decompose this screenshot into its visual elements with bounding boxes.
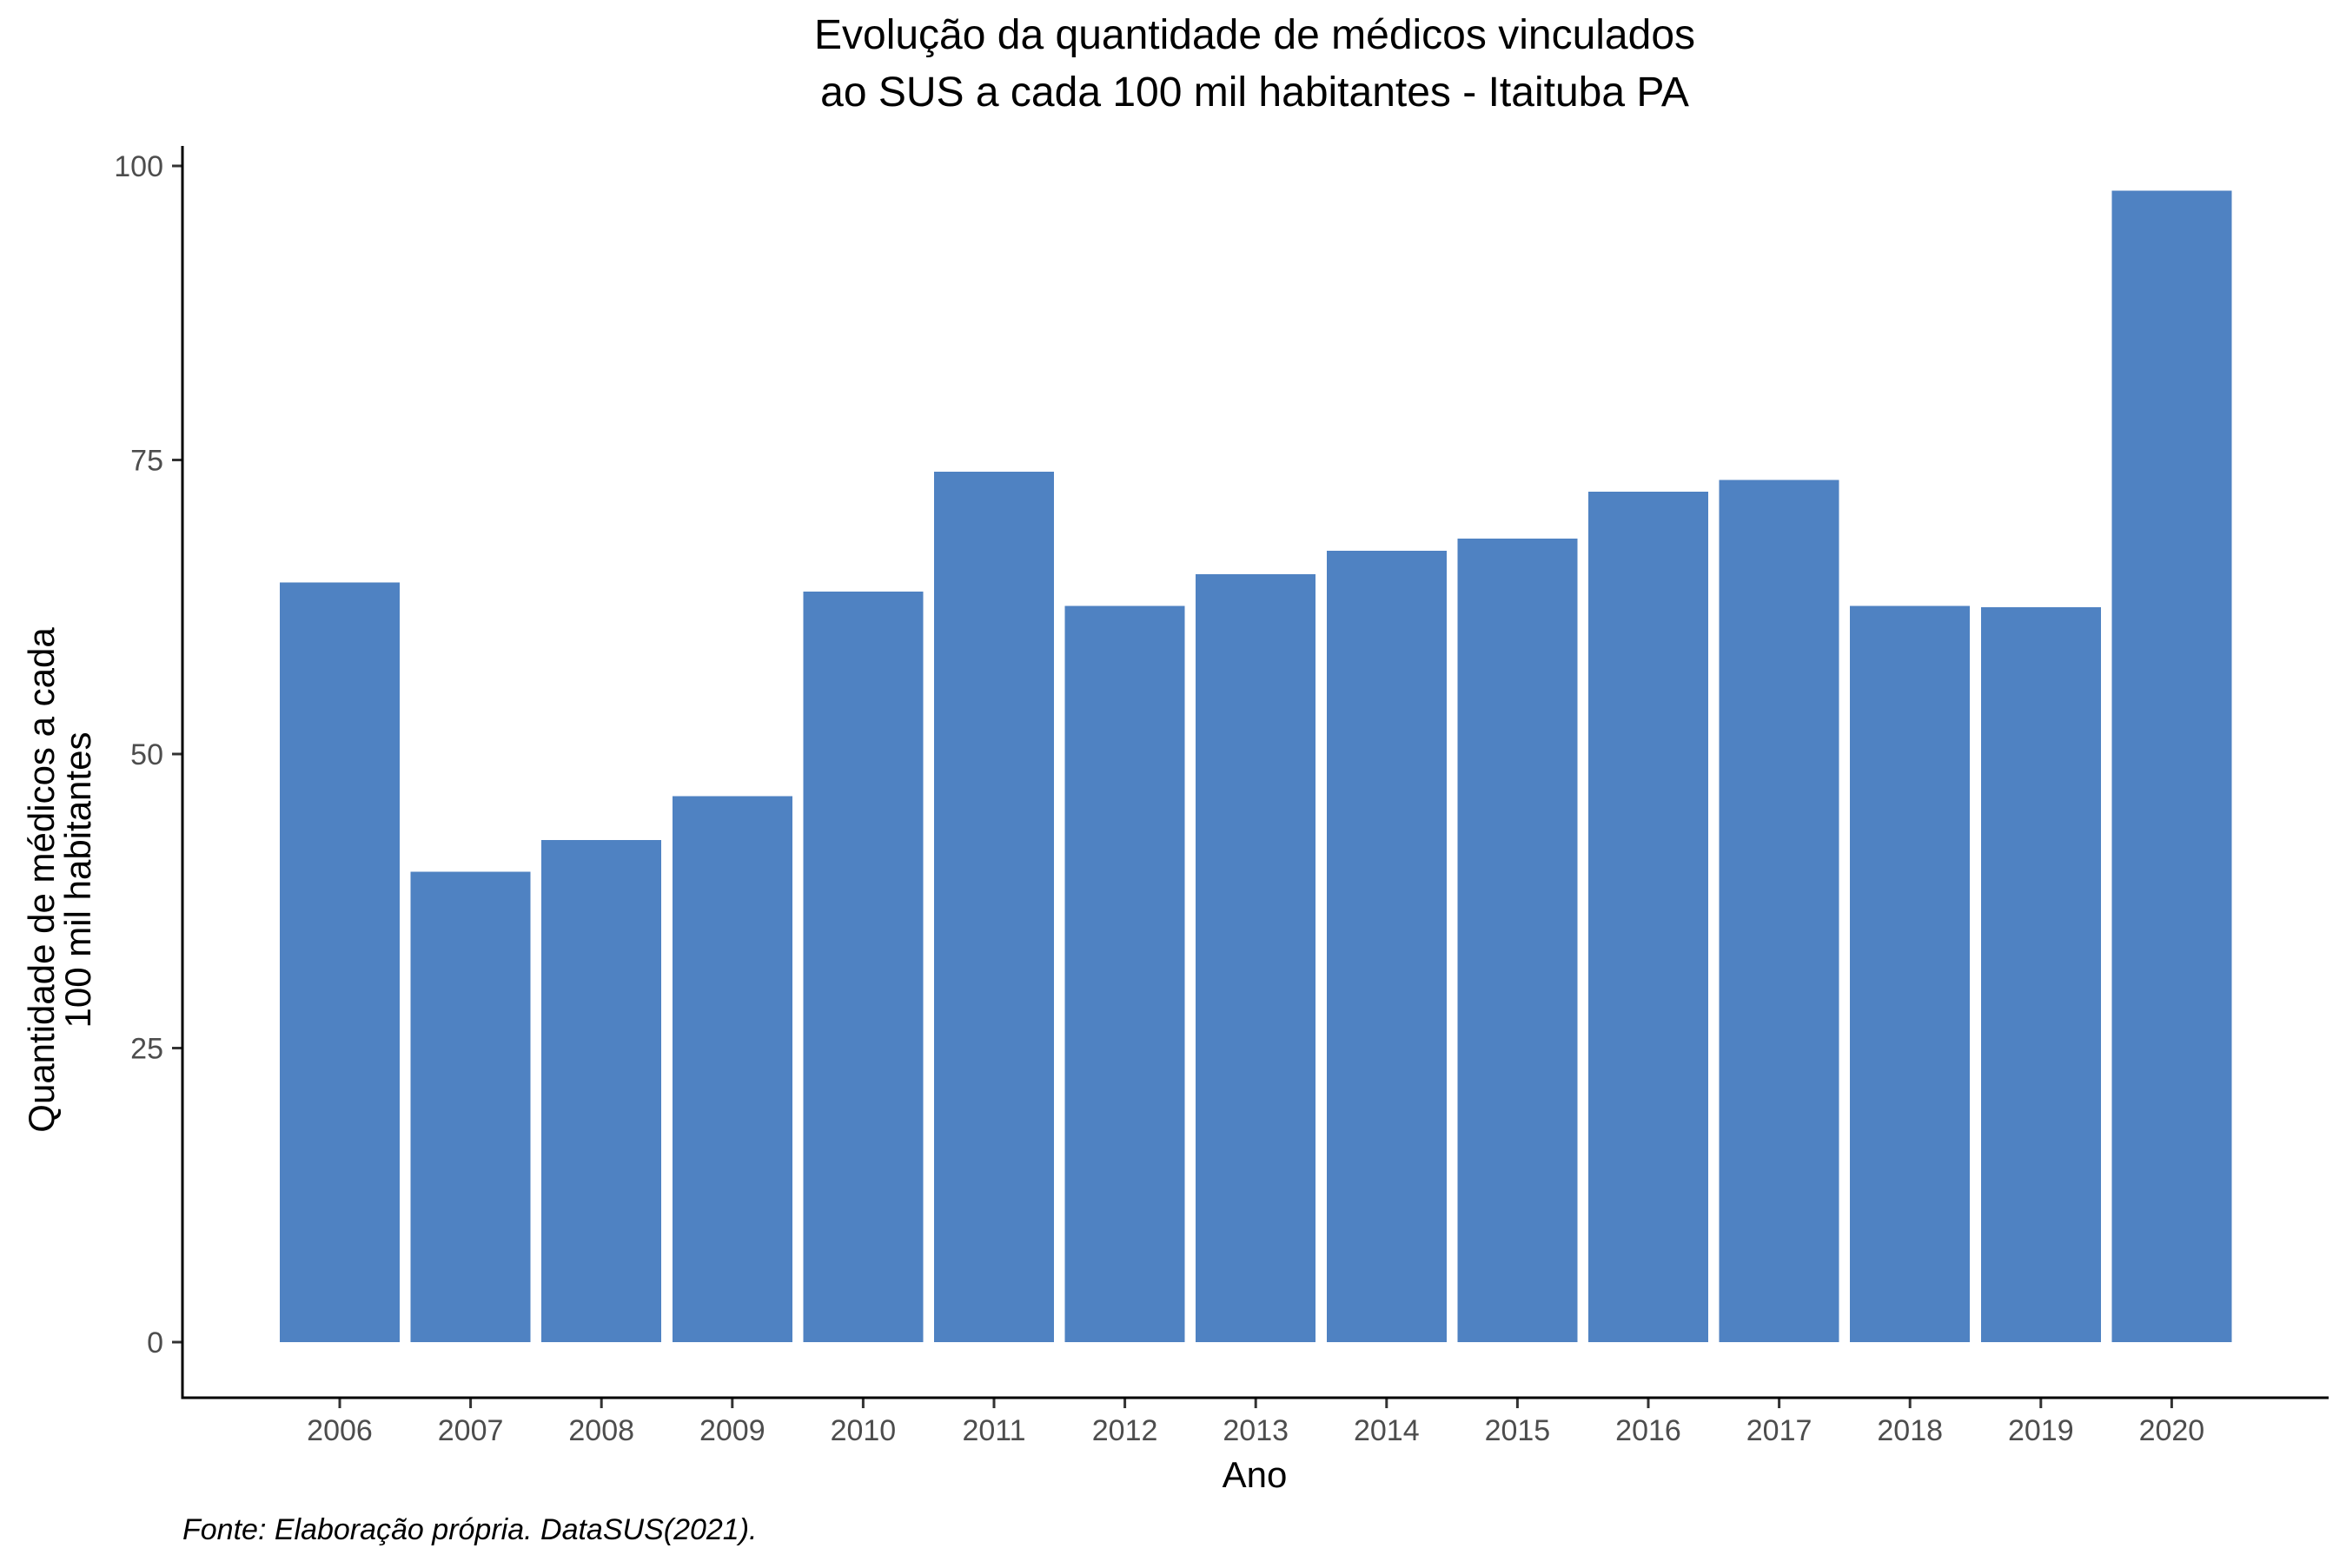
x-tick-label-2007: 2007 bbox=[438, 1414, 504, 1447]
y-tick-label-0: 0 bbox=[147, 1327, 163, 1360]
bar-2018 bbox=[1850, 605, 1971, 1342]
bar-2013 bbox=[1196, 573, 1316, 1342]
y-tick-label-75: 75 bbox=[130, 445, 163, 478]
y-axis-ticks: 0 25 50 75 100 bbox=[114, 150, 182, 1360]
x-tick-label-2020: 2020 bbox=[2139, 1414, 2205, 1447]
x-tick-label-2011: 2011 bbox=[962, 1414, 1025, 1447]
x-tick-label-2010: 2010 bbox=[831, 1414, 897, 1447]
x-tick-label-2012: 2012 bbox=[1092, 1414, 1158, 1447]
bar-2007 bbox=[410, 871, 531, 1342]
x-tick-label-2008: 2008 bbox=[568, 1414, 634, 1447]
bars-group bbox=[280, 190, 2232, 1343]
bar-2010 bbox=[803, 592, 924, 1342]
bar-2009 bbox=[672, 796, 792, 1342]
y-axis-title-line-1: Quantidade de médicos a cada bbox=[21, 627, 62, 1133]
bar-2020 bbox=[2111, 190, 2232, 1343]
y-tick-label-100: 100 bbox=[114, 150, 163, 183]
x-tick-label-2014: 2014 bbox=[1354, 1414, 1420, 1447]
bar-2015 bbox=[1457, 539, 1578, 1342]
x-tick-label-2013: 2013 bbox=[1223, 1414, 1289, 1447]
x-axis-title: Ano bbox=[1223, 1454, 1288, 1495]
y-tick-label-50: 50 bbox=[130, 738, 163, 771]
bar-2017 bbox=[1719, 480, 1839, 1342]
chart-title-line-2: ao SUS a cada 100 mil habitantes - Itait… bbox=[820, 69, 1689, 116]
bar-2016 bbox=[1588, 492, 1708, 1342]
source-caption: Fonte: Elaboração própria. DataSUS(2021)… bbox=[182, 1513, 757, 1546]
bar-2008 bbox=[541, 839, 662, 1342]
bar-2011 bbox=[934, 472, 1054, 1342]
bar-2012 bbox=[1064, 605, 1185, 1342]
x-tick-label-2009: 2009 bbox=[699, 1414, 765, 1447]
y-axis-title: Quantidade de médicos a cada 100 mil hab… bbox=[21, 627, 98, 1133]
x-tick-label-2016: 2016 bbox=[1615, 1414, 1681, 1447]
x-tick-label-2019: 2019 bbox=[2008, 1414, 2074, 1447]
y-axis-title-line-2: 100 mil habitantes bbox=[57, 732, 98, 1029]
x-tick-label-2015: 2015 bbox=[1485, 1414, 1551, 1447]
bar-2006 bbox=[280, 582, 400, 1342]
bar-2014 bbox=[1326, 550, 1447, 1342]
y-tick-label-25: 25 bbox=[130, 1033, 163, 1066]
x-tick-label-2006: 2006 bbox=[307, 1414, 373, 1447]
x-tick-label-2018: 2018 bbox=[1877, 1414, 1943, 1447]
x-tick-label-2017: 2017 bbox=[1746, 1414, 1813, 1447]
bar-2019 bbox=[1980, 606, 2101, 1342]
x-axis-ticks: 2006 2007 2008 2009 2010 2011 2012 2013 2014 2015… bbox=[307, 1398, 2204, 1447]
chart-title-line-1: Evolução da quantidade de médicos vincul… bbox=[814, 12, 1695, 58]
